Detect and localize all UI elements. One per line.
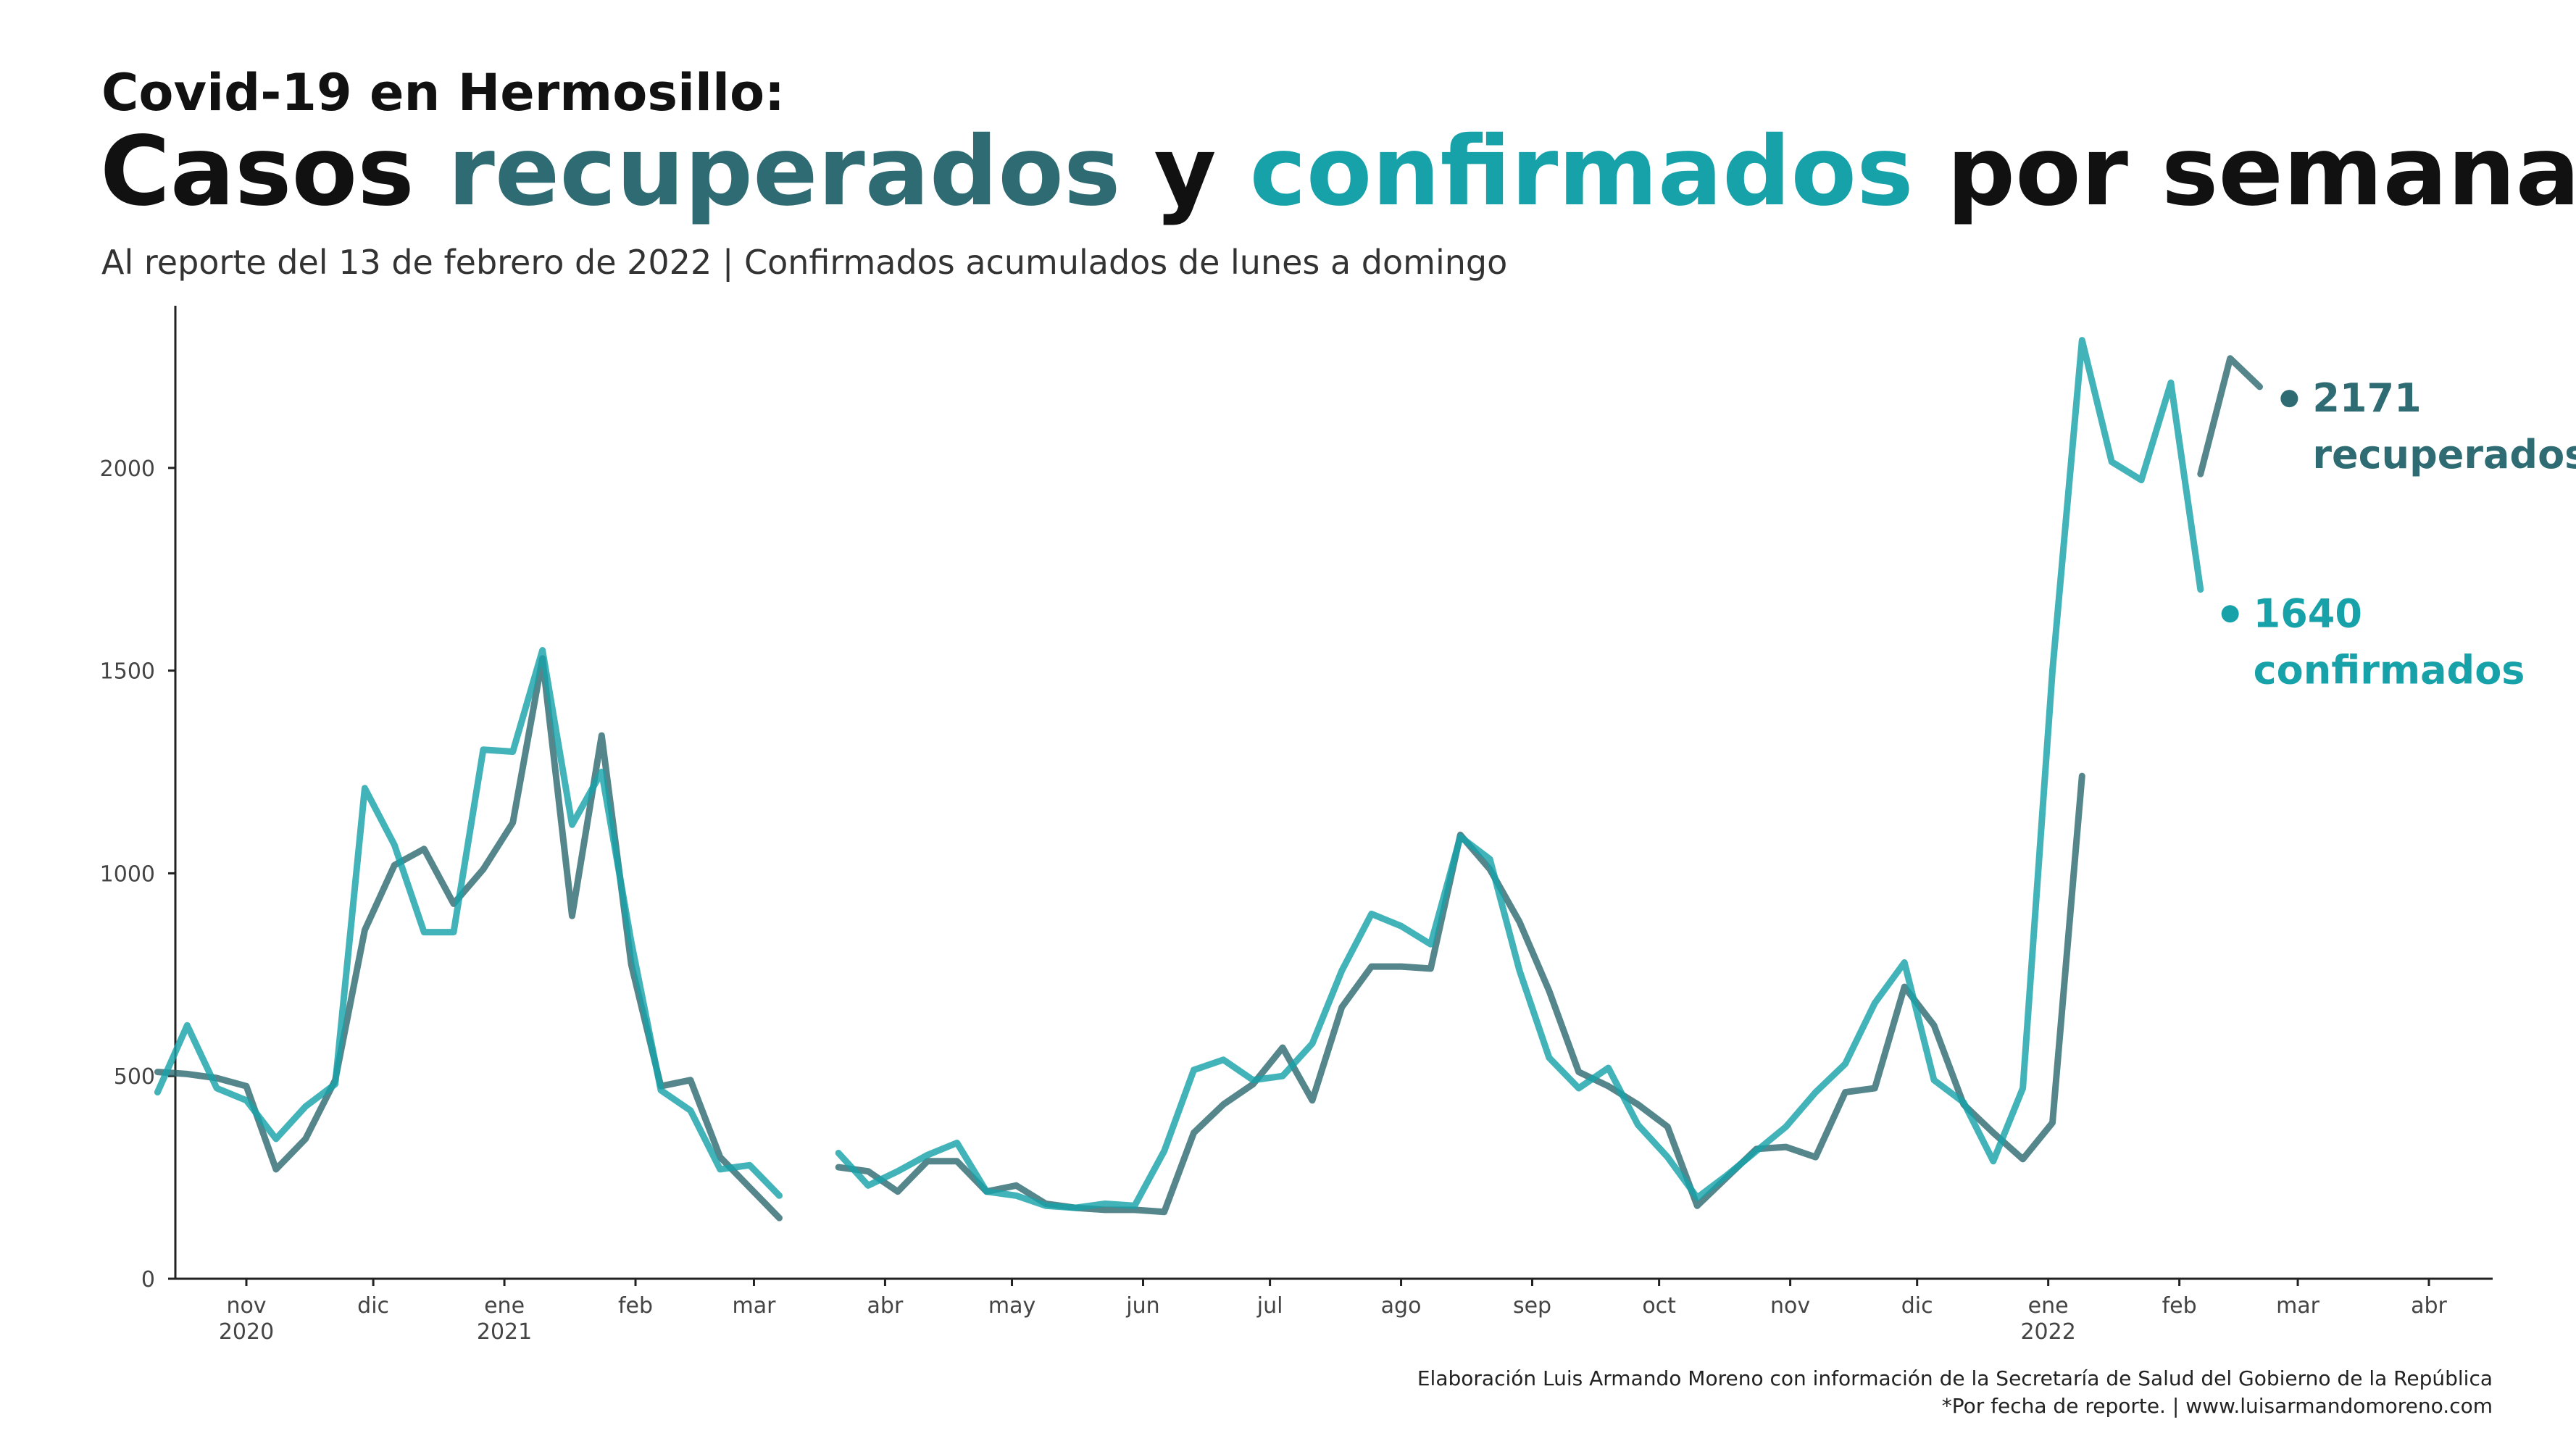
x-tick-label: ago — [1381, 1293, 1422, 1319]
x-tick-year-label: 2020 — [219, 1319, 274, 1345]
x-tick-label: sep — [1513, 1293, 1551, 1319]
title-part-3: confirmados — [1249, 116, 1913, 227]
y-tick-label: 1000 — [100, 861, 155, 887]
caption-line-2: *Por fecha de reporte. | www.luisarmando… — [1942, 1394, 2493, 1418]
end-point-recuperados — [2280, 390, 2298, 408]
x-tick-label: feb — [618, 1293, 653, 1319]
x-tick-label: nov — [226, 1293, 266, 1319]
y-tick-label: 1500 — [100, 659, 155, 685]
end-labels: 2171 recuperados 1640 confirmados — [2221, 375, 2576, 693]
title-part-4: por semana — [1914, 116, 2576, 227]
end-value-confirmados: 1640 — [2254, 590, 2362, 636]
end-label-confirmados: confirmados — [2254, 647, 2525, 693]
y-tick-label: 0 — [141, 1267, 155, 1293]
y-tick-label: 2000 — [100, 456, 155, 482]
chart-subtitle: Al reporte del 13 de febrero de 2022 | C… — [101, 243, 1507, 283]
x-tick-label: may — [988, 1293, 1035, 1319]
x-tick-label: mar — [732, 1293, 776, 1319]
x-tick-label: feb — [2162, 1293, 2197, 1319]
x-tick-label: oct — [1642, 1293, 1676, 1319]
end-value-recuperados: 2171 — [2312, 375, 2421, 421]
x-tick-label: ene — [2028, 1293, 2069, 1319]
x-tick-year-label: 2021 — [477, 1319, 532, 1345]
chart-title: Casos recuperados y confirmados por sema… — [100, 116, 2576, 227]
title-part-0: Casos — [100, 116, 448, 227]
plot-area — [154, 337, 2263, 1222]
x-tick-label: jun — [1125, 1293, 1159, 1319]
x-tick-label: mar — [2276, 1293, 2320, 1319]
x-tick-label: abr — [2411, 1293, 2447, 1319]
end-label-recuperados: recuperados — [2312, 432, 2576, 477]
title-part-2: y — [1121, 116, 1250, 227]
x-tick-year-label: 2022 — [2020, 1319, 2075, 1345]
caption-line-1: Elaboración Luis Armando Moreno con info… — [1417, 1366, 2493, 1390]
x-tick-label: dic — [357, 1293, 389, 1319]
x-tick-label: abr — [867, 1293, 904, 1319]
x-tick-label: dic — [1901, 1293, 1933, 1319]
chart-kicker: Covid-19 en Hermosillo: — [101, 63, 785, 122]
x-tick-label: nov — [1770, 1293, 1810, 1319]
end-point-confirmados — [2221, 605, 2239, 623]
x-tick-label: jul — [1256, 1293, 1283, 1319]
title-part-1: recuperados — [448, 116, 1121, 227]
x-tick-label: ene — [484, 1293, 525, 1319]
series-line-confirmados — [154, 337, 2204, 1211]
y-tick-label: 500 — [114, 1064, 155, 1090]
y-ticks: 0 500 1000 1500 2000 — [100, 456, 175, 1293]
